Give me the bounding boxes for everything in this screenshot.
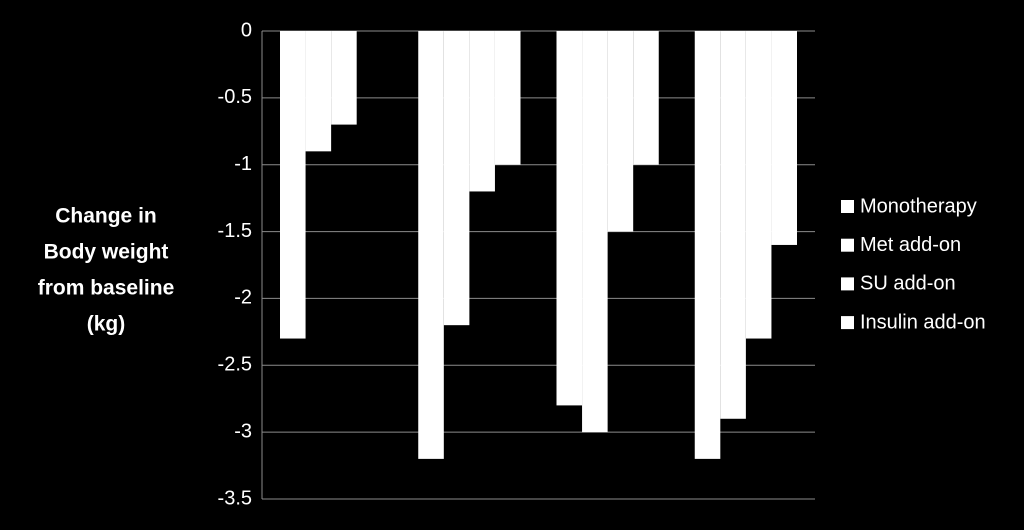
bar bbox=[771, 31, 797, 245]
bar bbox=[556, 31, 583, 406]
y-tick-label: -1 bbox=[234, 153, 252, 175]
legend-label: SU add-on bbox=[860, 273, 956, 295]
bar bbox=[331, 31, 357, 125]
bar bbox=[443, 31, 470, 326]
legend-marker bbox=[841, 277, 854, 291]
y-tick-label: -3 bbox=[234, 420, 252, 442]
y-tick-label: -2.5 bbox=[218, 354, 252, 376]
y-axis-label: (kg) bbox=[87, 313, 126, 336]
legend-marker bbox=[841, 238, 854, 252]
legend-label: Monotherapy bbox=[860, 195, 977, 217]
y-axis-label: from baseline bbox=[38, 277, 175, 300]
legend-marker bbox=[841, 316, 854, 330]
bar bbox=[418, 31, 444, 459]
bar bbox=[633, 31, 659, 165]
bar bbox=[607, 31, 634, 232]
bar bbox=[469, 31, 495, 192]
y-tick-label: -2 bbox=[234, 287, 252, 309]
y-tick-label: -1.5 bbox=[218, 220, 252, 242]
legend-label: Insulin add-on bbox=[860, 311, 986, 333]
bar bbox=[720, 31, 746, 419]
bar bbox=[582, 31, 608, 433]
legend-marker bbox=[841, 200, 854, 213]
bar bbox=[305, 31, 332, 152]
y-axis-label: Change in bbox=[55, 205, 157, 228]
bar bbox=[745, 31, 772, 339]
bar bbox=[694, 31, 721, 459]
y-tick-label: -0.5 bbox=[218, 86, 252, 108]
bar bbox=[494, 31, 521, 165]
y-tick-label: -3.5 bbox=[218, 487, 252, 509]
bar bbox=[280, 31, 306, 339]
y-tick-label: 0 bbox=[241, 19, 252, 41]
legend-label: Met add-on bbox=[860, 234, 961, 256]
y-axis-label: Body weight bbox=[44, 241, 169, 264]
